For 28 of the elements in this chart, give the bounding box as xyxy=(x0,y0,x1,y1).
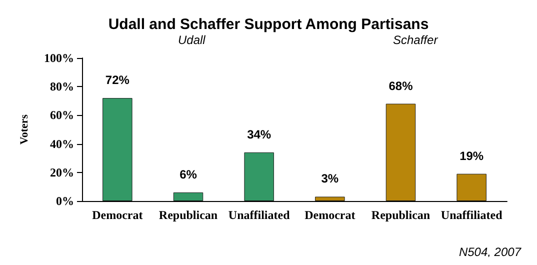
chart-title: Udall and Schaffer Support Among Partisans xyxy=(108,16,429,33)
bar xyxy=(173,192,204,201)
data-label: 34% xyxy=(247,127,272,142)
bar xyxy=(102,98,132,201)
bar xyxy=(244,152,274,201)
bar xyxy=(315,196,345,201)
y-tick-label: 0% xyxy=(56,194,74,208)
y-tick-label: 60% xyxy=(50,108,74,122)
y-tick-label: 100% xyxy=(44,51,74,65)
x-tick-label: Democrat xyxy=(92,208,143,222)
y-tick-label: 20% xyxy=(50,165,74,180)
data-label: 6% xyxy=(180,167,198,182)
data-label: 3% xyxy=(321,172,339,186)
x-tick-label: Democrat xyxy=(304,208,356,222)
data-label: 68% xyxy=(388,78,414,93)
y-axis-title: Voters xyxy=(18,114,30,145)
x-tick-label: Republican xyxy=(371,208,430,222)
y-tick-label: 80% xyxy=(50,80,74,94)
bar xyxy=(456,174,486,201)
data-label: 72% xyxy=(105,73,130,88)
x-tick-label: Republican xyxy=(158,208,218,222)
bar xyxy=(386,104,416,201)
text: Udall xyxy=(178,33,206,47)
x-tick-label: Unaffiliated xyxy=(440,208,503,222)
x-tick-label: Unaffiliated xyxy=(228,208,290,222)
text: Schaffer xyxy=(393,33,439,47)
y-tick-label: 40% xyxy=(50,136,74,151)
data-label: 19% xyxy=(460,148,484,163)
